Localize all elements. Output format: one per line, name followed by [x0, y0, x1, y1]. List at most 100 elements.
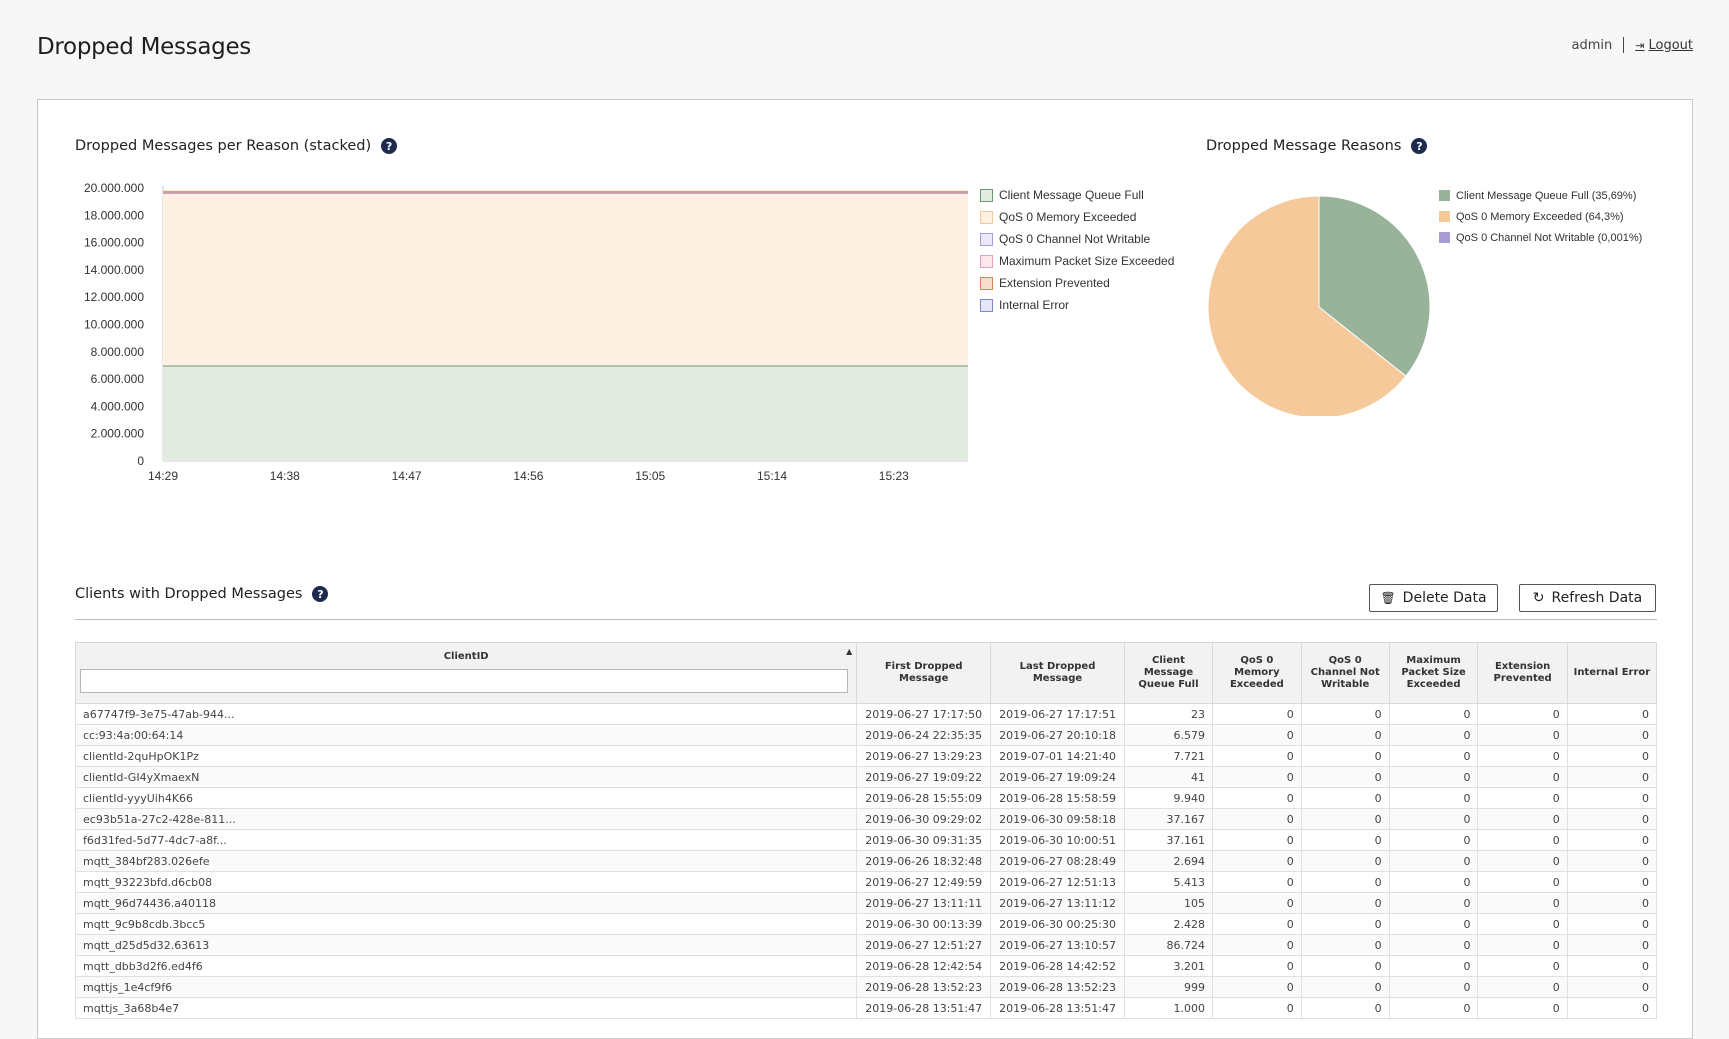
clients-table: ClientID ▲ First Dropped Message Last Dr…: [75, 642, 1657, 1019]
sort-asc-icon[interactable]: ▲: [846, 646, 852, 658]
table-row[interactable]: ec93b51a-27c2-428e-811...2019-06-30 09:2…: [76, 809, 1657, 830]
clients-title-row: Clients with Dropped Messages ?: [75, 586, 328, 602]
column-header-extension-prevented[interactable]: Extension Prevented: [1478, 643, 1567, 704]
delete-data-button[interactable]: 🗑 Delete Data: [1369, 584, 1498, 612]
pie-legend-item[interactable]: QoS 0 Memory Exceeded (64,3%): [1439, 206, 1642, 227]
legend-swatch: [1439, 190, 1450, 201]
cell-date: 2019-06-27 17:17:50: [857, 704, 991, 725]
column-header-max-packet[interactable]: Maximum Packet Size Exceeded: [1389, 643, 1478, 704]
help-icon[interactable]: ?: [381, 138, 397, 154]
legend-item[interactable]: Maximum Packet Size Exceeded: [980, 250, 1174, 272]
cell-clientid[interactable]: mqtt_dbb3d2f6.ed4f6: [76, 956, 857, 977]
pie-chart-title-row: Dropped Message Reasons ?: [1206, 138, 1427, 154]
cell-clientid[interactable]: f6d31fed-5d77-4dc7-a8f...: [76, 830, 857, 851]
legend-item[interactable]: QoS 0 Memory Exceeded: [980, 206, 1174, 228]
content-card: Dropped Messages per Reason (stacked) ? …: [37, 99, 1693, 1039]
pie-legend-item[interactable]: Client Message Queue Full (35,69%): [1439, 185, 1642, 206]
column-header-last-dropped[interactable]: Last Dropped Message: [991, 643, 1125, 704]
cell-date: 2019-06-30 09:29:02: [857, 809, 991, 830]
cell-count: 0: [1567, 746, 1656, 767]
cell-count: 2.694: [1124, 851, 1212, 872]
cell-clientid[interactable]: ec93b51a-27c2-428e-811...: [76, 809, 857, 830]
cell-count: 0: [1567, 809, 1656, 830]
cell-count: 0: [1301, 977, 1389, 998]
cell-date: 2019-06-27 13:11:12: [991, 893, 1125, 914]
legend-label: Maximum Packet Size Exceeded: [999, 254, 1174, 268]
column-header-qos0-channel[interactable]: QoS 0 Channel Not Writable: [1301, 643, 1389, 704]
y-tick-label: 0: [137, 454, 144, 468]
cell-count: 0: [1301, 893, 1389, 914]
help-icon[interactable]: ?: [312, 586, 328, 602]
column-header-qos0-memory[interactable]: QoS 0 Memory Exceeded: [1213, 643, 1302, 704]
legend-item[interactable]: QoS 0 Channel Not Writable: [980, 228, 1174, 250]
cell-clientid[interactable]: mqttjs_3a68b4e7: [76, 998, 857, 1019]
x-tick-label: 14:47: [392, 469, 422, 480]
column-header-client-queue-full[interactable]: Client Message Queue Full: [1124, 643, 1212, 704]
cell-clientid[interactable]: cc:93:4a:00:64:14: [76, 725, 857, 746]
cell-count: 0: [1301, 830, 1389, 851]
username: admin: [1572, 38, 1613, 53]
cell-count: 0: [1213, 704, 1302, 725]
y-tick-label: 6.000.000: [91, 372, 145, 386]
cell-clientid[interactable]: mqtt_d25d5d32.63613: [76, 935, 857, 956]
cell-count: 0: [1567, 830, 1656, 851]
column-header-internal-error[interactable]: Internal Error: [1567, 643, 1656, 704]
cell-clientid[interactable]: mqtt_384bf283.026efe: [76, 851, 857, 872]
column-header-clientid[interactable]: ClientID ▲: [76, 643, 857, 704]
legend-label: QoS 0 Memory Exceeded: [999, 210, 1136, 224]
help-icon[interactable]: ?: [1411, 138, 1427, 154]
legend-swatch: [980, 299, 993, 312]
cell-date: 2019-06-27 12:51:27: [857, 935, 991, 956]
cell-count: 0: [1389, 830, 1478, 851]
cell-count: 0: [1213, 977, 1302, 998]
cell-date: 2019-06-27 08:28:49: [991, 851, 1125, 872]
cell-count: 0: [1478, 851, 1567, 872]
refresh-data-label: Refresh Data: [1551, 590, 1642, 606]
cell-clientid[interactable]: mqtt_93223bfd.d6cb08: [76, 872, 857, 893]
table-row[interactable]: f6d31fed-5d77-4dc7-a8f...2019-06-30 09:3…: [76, 830, 1657, 851]
cell-count: 0: [1213, 872, 1302, 893]
cell-clientid[interactable]: mqtt_9c9b8cdb.3bcc5: [76, 914, 857, 935]
refresh-data-button[interactable]: ↻ Refresh Data: [1519, 584, 1656, 612]
legend-item[interactable]: Extension Prevented: [980, 272, 1174, 294]
cell-clientid[interactable]: clientId-yyyUih4K66: [76, 788, 857, 809]
cell-clientid[interactable]: clientId-2quHpOK1Pz: [76, 746, 857, 767]
clientid-filter-input[interactable]: [80, 669, 848, 693]
cell-count: 0: [1389, 788, 1478, 809]
cell-count: 0: [1389, 767, 1478, 788]
cell-count: 0: [1478, 935, 1567, 956]
logout-link[interactable]: ⇥ Logout: [1635, 38, 1693, 53]
cell-clientid[interactable]: mqttjs_1e4cf9f6: [76, 977, 857, 998]
cell-count: 0: [1478, 893, 1567, 914]
cell-clientid[interactable]: mqtt_96d74436.a40118: [76, 893, 857, 914]
cell-count: 0: [1213, 998, 1302, 1019]
cell-clientid[interactable]: a67747f9-3e75-47ab-944...: [76, 704, 857, 725]
cell-count: 0: [1213, 893, 1302, 914]
legend-item[interactable]: Internal Error: [980, 294, 1174, 316]
cell-count: 0: [1389, 746, 1478, 767]
cell-clientid[interactable]: clientId-GI4yXmaexN: [76, 767, 857, 788]
legend-item[interactable]: Client Message Queue Full: [980, 184, 1174, 206]
user-bar: admin ⇥ Logout: [1572, 37, 1693, 53]
column-header-first-dropped[interactable]: First Dropped Message: [857, 643, 991, 704]
cell-count: 0: [1567, 914, 1656, 935]
cell-count: 0: [1567, 977, 1656, 998]
delete-data-label: Delete Data: [1403, 590, 1487, 606]
cell-count: 105: [1124, 893, 1212, 914]
cell-count: 0: [1301, 914, 1389, 935]
table-row[interactable]: a67747f9-3e75-47ab-944...2019-06-27 17:1…: [76, 704, 1657, 725]
cell-count: 0: [1213, 746, 1302, 767]
pie-legend-item[interactable]: QoS 0 Channel Not Writable (0,001%): [1439, 227, 1642, 248]
